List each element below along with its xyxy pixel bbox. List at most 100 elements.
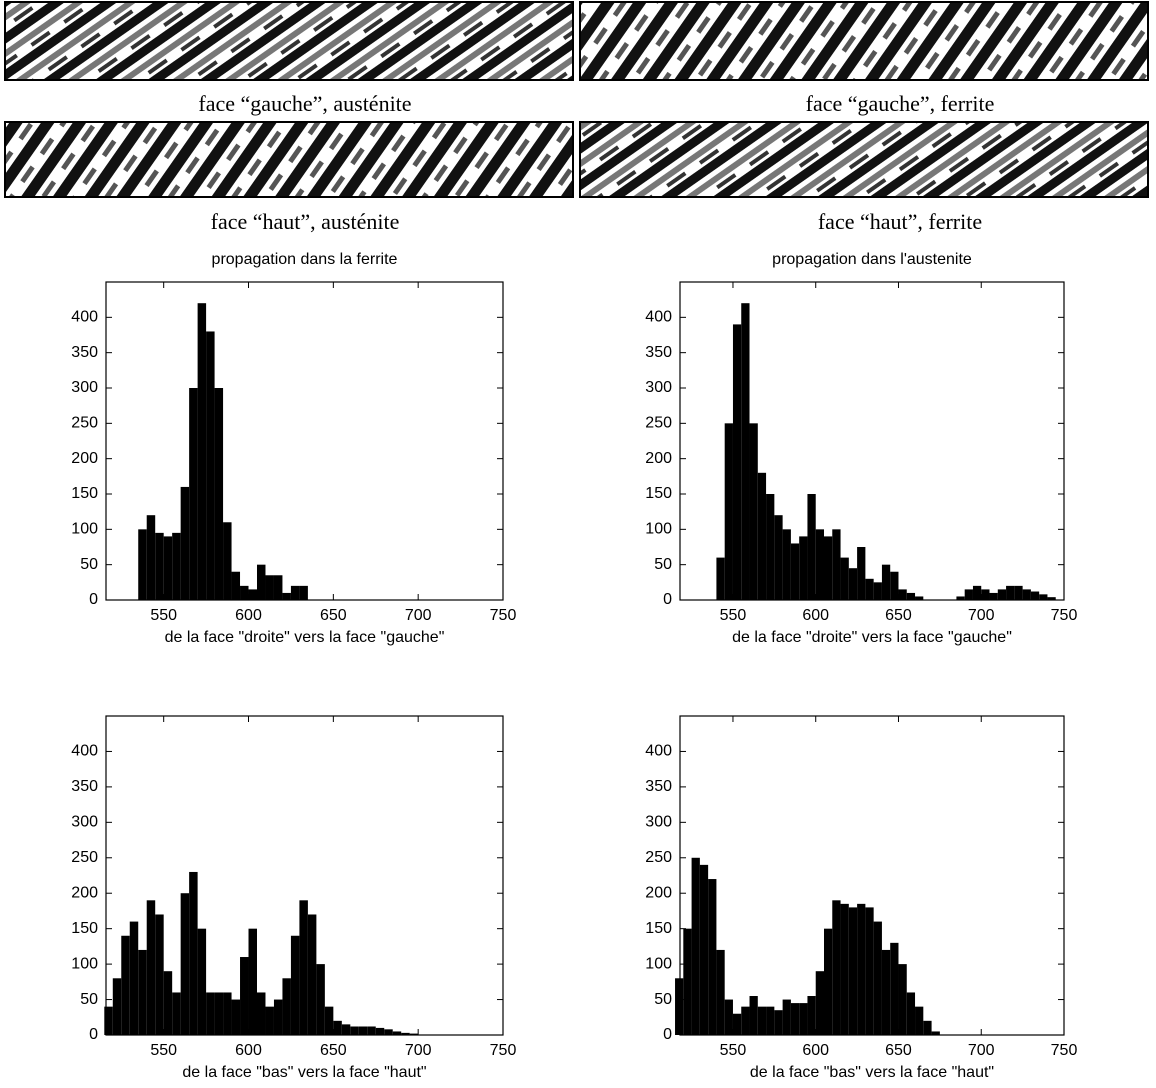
bar <box>898 964 907 1035</box>
bar <box>180 486 190 600</box>
y-tick-label: 400 <box>71 309 98 326</box>
bar <box>1022 589 1031 600</box>
bar <box>240 957 249 1035</box>
x-tick-label: 650 <box>320 1042 347 1059</box>
x-axis-label: de la face "bas" vers la face "haut" <box>182 1064 426 1081</box>
bar <box>724 999 733 1035</box>
bar <box>807 494 816 600</box>
x-tick-label: 650 <box>885 1042 912 1059</box>
bar <box>906 992 916 1035</box>
y-tick-label: 250 <box>645 849 672 866</box>
bar <box>898 589 907 600</box>
x-tick-label: 750 <box>490 1042 517 1059</box>
y-tick-label: 100 <box>71 521 98 538</box>
bar <box>865 907 874 1035</box>
bar <box>189 871 198 1035</box>
bar <box>848 568 858 600</box>
bar <box>265 575 274 600</box>
bar <box>290 935 300 1035</box>
bar <box>683 928 692 1035</box>
bar <box>741 303 750 600</box>
bar <box>840 557 849 600</box>
bar <box>189 388 198 600</box>
caption: face “haut”, ferrite <box>818 209 982 234</box>
y-tick-label: 0 <box>89 591 98 608</box>
bar <box>790 543 800 600</box>
bar <box>881 564 891 600</box>
bar <box>782 999 791 1035</box>
y-tick-label: 400 <box>645 309 672 326</box>
bar <box>865 578 874 600</box>
y-tick-label: 150 <box>71 920 98 937</box>
bar <box>890 942 899 1035</box>
bar <box>273 999 283 1035</box>
x-tick-label: 700 <box>968 1042 995 1059</box>
bar <box>774 1010 783 1035</box>
bar <box>248 928 257 1035</box>
bar <box>964 589 973 600</box>
axes-frame <box>105 715 504 1036</box>
bar <box>299 900 308 1035</box>
bar <box>172 532 181 600</box>
bar <box>699 864 709 1035</box>
bar <box>997 589 1007 600</box>
micrograph <box>579 1 1149 81</box>
micrograph <box>4 1 574 81</box>
y-tick-label: 300 <box>645 814 672 831</box>
micrograph <box>4 121 574 198</box>
y-tick-label: 100 <box>71 955 98 972</box>
y-tick-label: 150 <box>645 920 672 937</box>
bar <box>757 472 767 600</box>
bar <box>840 903 849 1035</box>
x-tick-label: 750 <box>1051 1042 1078 1059</box>
bar <box>256 564 266 600</box>
y-tick-label: 100 <box>645 955 672 972</box>
bar <box>824 536 833 600</box>
bar <box>915 596 924 600</box>
y-tick-label: 350 <box>71 778 98 795</box>
x-tick-label: 550 <box>720 607 747 624</box>
y-tick-label: 300 <box>645 379 672 396</box>
axes-frame <box>105 281 504 601</box>
bar <box>873 582 882 600</box>
y-tick-label: 50 <box>80 556 98 573</box>
caption: face “haut”, austénite <box>211 209 400 234</box>
bar <box>197 928 207 1035</box>
bar <box>857 903 866 1035</box>
x-tick-label: 600 <box>802 607 829 624</box>
bar <box>691 857 700 1035</box>
bar <box>716 557 725 600</box>
y-tick-label: 200 <box>645 450 672 467</box>
y-tick-label: 350 <box>645 344 672 361</box>
bar <box>138 949 147 1035</box>
bar <box>121 935 130 1035</box>
bar <box>923 1020 932 1035</box>
x-tick-label: 750 <box>490 607 517 624</box>
bar <box>782 529 791 600</box>
y-tick-label: 400 <box>645 743 672 760</box>
bar <box>807 996 816 1035</box>
bar <box>155 532 164 600</box>
x-tick-label: 550 <box>150 607 177 624</box>
bar <box>155 914 164 1035</box>
bar <box>282 978 291 1035</box>
x-tick-label: 750 <box>1051 607 1078 624</box>
bar <box>989 592 998 600</box>
bar <box>206 992 215 1035</box>
x-tick-label: 700 <box>405 1042 432 1059</box>
y-tick-label: 150 <box>71 485 98 502</box>
bar <box>265 1006 274 1035</box>
bar <box>716 949 725 1035</box>
bar <box>799 536 808 600</box>
bar <box>341 1024 351 1035</box>
bar <box>1006 585 1015 600</box>
y-tick-label: 350 <box>645 778 672 795</box>
bar <box>815 529 824 600</box>
axes-frame <box>679 281 1065 601</box>
bar <box>180 893 190 1035</box>
bar <box>675 978 684 1035</box>
y-tick-label: 0 <box>89 1026 98 1043</box>
bar <box>824 928 833 1035</box>
y-tick-label: 50 <box>80 991 98 1008</box>
